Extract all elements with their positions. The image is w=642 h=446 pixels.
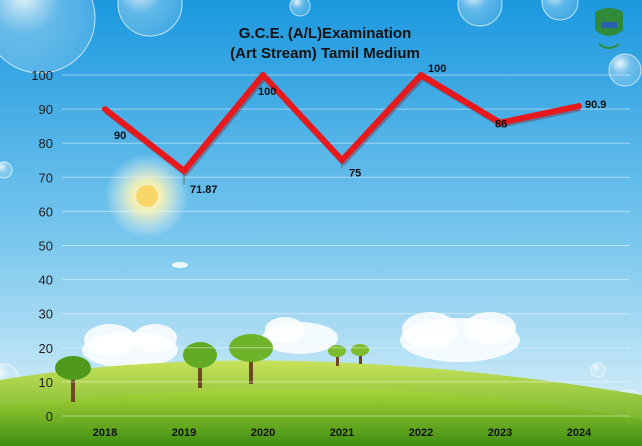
data-label: 86 [495,119,507,131]
x-tick-label: 2018 [93,427,117,439]
y-axis-ticks: 0 10 20 30 40 50 60 70 80 90 100 [31,68,53,424]
data-point [497,120,503,126]
y-tick-label: 40 [39,273,53,288]
y-tick-label: 100 [31,68,53,83]
y-tick-label: 0 [46,409,53,424]
data-point [418,72,424,78]
x-tick-label: 2023 [488,427,512,439]
data-label: 100 [428,63,446,75]
emblem-logo [595,8,623,49]
series-line-group [102,72,582,176]
data-label: 71.87 [190,184,218,196]
x-tick-label: 2021 [330,427,354,439]
data-point [576,103,582,109]
y-tick-label: 80 [39,136,53,151]
y-tick-label: 30 [39,307,53,322]
x-axis-ticks: 2018 2019 2020 2021 2022 2023 2024 [93,427,592,439]
data-point [102,106,108,112]
gridlines [62,74,630,417]
data-label: 90 [114,130,126,142]
data-point [260,72,266,78]
x-tick-label: 2024 [567,427,592,439]
bubble-decorations [0,0,642,427]
y-tick-label: 90 [39,102,53,117]
y-tick-label: 60 [39,204,53,219]
x-tick-label: 2020 [251,427,275,439]
data-label: 100 [258,86,276,98]
hill-front [0,389,642,446]
data-point [181,168,187,174]
cloud-decorations [82,262,520,368]
data-labels: 90 71.87 100 75 100 86 90.9 [114,63,606,196]
data-label: 75 [349,167,361,179]
tree-decorations [55,334,369,402]
y-tick-label: 50 [39,239,53,254]
y-tick-label: 70 [39,170,53,185]
x-tick-label: 2022 [409,427,433,439]
data-point [339,157,345,163]
data-label: 90.9 [585,99,606,111]
y-tick-label: 10 [39,375,53,390]
sun-decoration [105,154,189,238]
y-tick-label: 20 [39,341,53,356]
chart-title-line2: (Art Stream) Tamil Medium [230,45,420,62]
chart-title-line1: G.C.E. (A/L)Examination [239,25,412,42]
x-tick-label: 2019 [172,427,196,439]
